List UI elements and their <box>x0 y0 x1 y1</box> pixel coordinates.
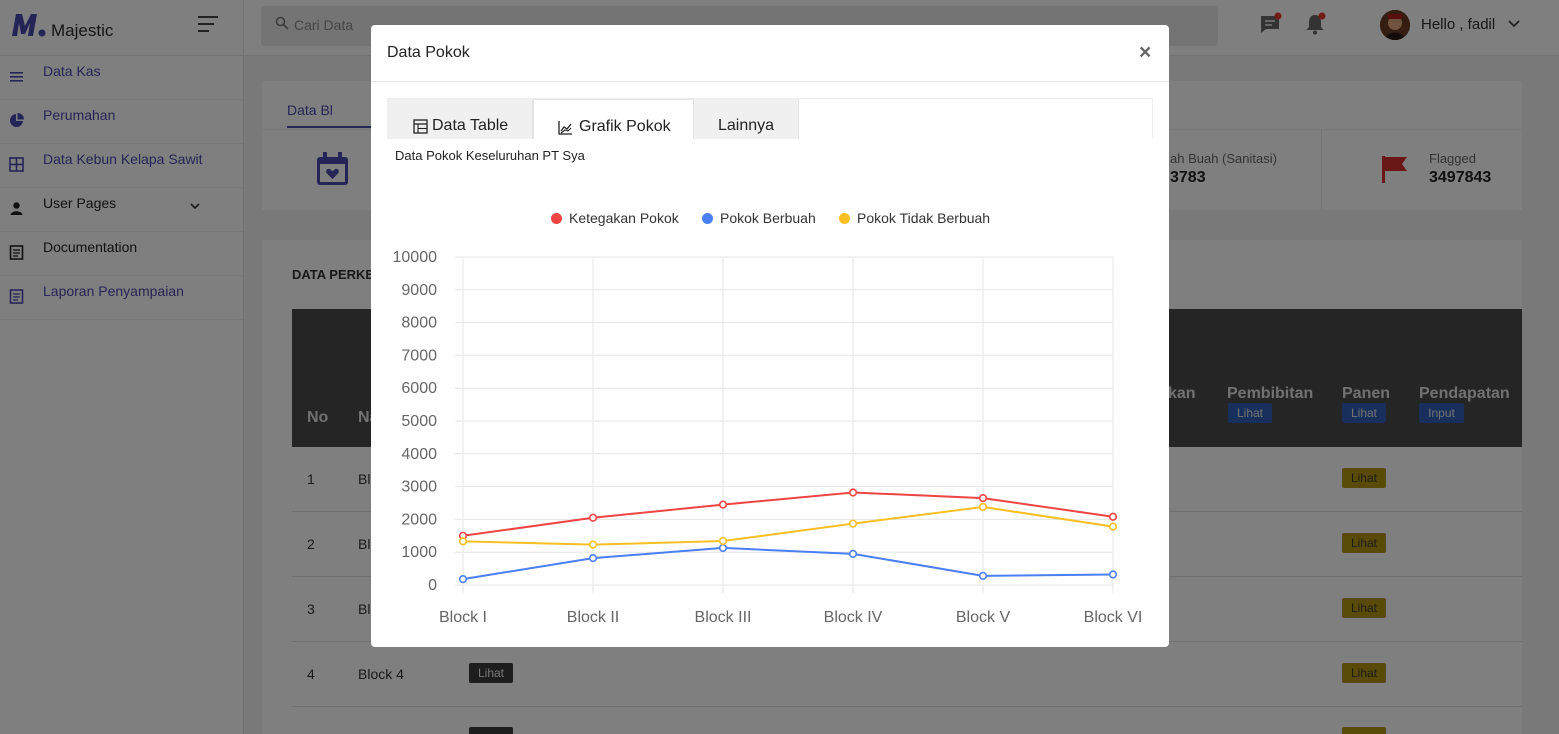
modal-tabs: Data Table Grafik Pokok Lainnya <box>387 98 1153 139</box>
data-point <box>718 500 728 509</box>
tab-grafik-pokok[interactable]: Grafik Pokok <box>533 99 694 139</box>
data-point <box>588 540 598 549</box>
data-pokok-modal: Data Pokok × Data Table Grafik Pokok Lai… <box>371 25 1169 647</box>
y-tick-label: 7000 <box>401 347 437 364</box>
line-chart: 0 1000 2000 3000 4000 5000 6000 7000 8000 9000 100… <box>393 249 1143 626</box>
data-point <box>458 574 468 584</box>
legend-swatch <box>839 213 850 224</box>
y-tick-label: 10000 <box>393 249 438 266</box>
data-point <box>978 493 988 503</box>
data-point <box>848 549 858 558</box>
x-tick-label: Block V <box>956 609 1011 626</box>
y-tick-label: 8000 <box>401 315 437 332</box>
data-point <box>588 554 598 563</box>
legend-label: Ketegakan Pokok <box>569 210 679 226</box>
data-point <box>1108 522 1118 531</box>
series-line <box>462 491 1114 537</box>
chart-caption: Data Pokok Keseluruhan PT Sya <box>395 148 585 163</box>
modal-header: Data Pokok × <box>371 25 1169 82</box>
legend-label: Pokok Berbuah <box>720 210 816 226</box>
y-tick-label: 4000 <box>401 446 437 463</box>
data-point <box>1108 512 1118 521</box>
y-tick-label: 9000 <box>401 282 437 299</box>
y-tick-label: 3000 <box>401 479 437 496</box>
x-tick-label: Block III <box>695 609 752 626</box>
data-point <box>848 488 858 497</box>
x-tick-label: Block II <box>567 609 619 626</box>
data-point <box>978 502 988 512</box>
legend-label: Pokok Tidak Berbuah <box>857 210 991 226</box>
tab-lainnya[interactable]: Lainnya <box>694 99 799 139</box>
data-point <box>718 536 728 546</box>
y-tick-label: 6000 <box>401 380 437 397</box>
close-button[interactable]: × <box>1139 41 1152 64</box>
chart-legend: Ketegakan Pokok Pokok Berbuah Pokok Tida… <box>371 209 1169 229</box>
y-tick-label: 0 <box>428 577 437 594</box>
data-point <box>978 571 988 580</box>
tab-label: Grafik Pokok <box>579 118 671 135</box>
y-tick-label: 2000 <box>401 511 437 528</box>
table-icon <box>413 119 428 134</box>
data-point <box>458 537 468 546</box>
series-line <box>462 546 1114 581</box>
tab-data-table[interactable]: Data Table <box>387 99 533 139</box>
x-tick-label: Block IV <box>824 609 883 626</box>
chart-area-icon <box>558 121 572 135</box>
legend-swatch <box>702 213 713 224</box>
y-tick-label: 1000 <box>401 544 437 561</box>
x-tick-label: Block VI <box>1084 609 1143 626</box>
data-point <box>1108 570 1118 579</box>
data-point <box>848 519 858 528</box>
data-point <box>718 543 728 553</box>
y-tick-label: 5000 <box>401 413 437 430</box>
legend-swatch <box>551 213 562 224</box>
data-point <box>588 513 598 522</box>
x-tick-label: Block I <box>439 609 487 626</box>
tab-label: Lainnya <box>718 117 775 134</box>
series-line <box>462 505 1114 546</box>
tab-label: Data Table <box>432 117 509 134</box>
modal-title: Data Pokok <box>387 44 470 61</box>
